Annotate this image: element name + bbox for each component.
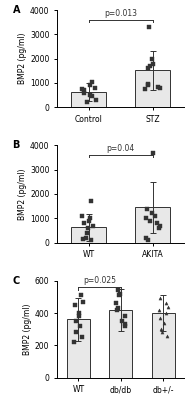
Point <box>82 236 85 242</box>
Y-axis label: BMP2 (pg/ml): BMP2 (pg/ml) <box>23 304 32 355</box>
Point <box>145 205 148 212</box>
Point <box>144 86 147 92</box>
Text: C: C <box>13 276 20 286</box>
Point <box>156 84 159 90</box>
Point <box>83 220 86 226</box>
Point <box>82 90 85 96</box>
Point <box>92 222 95 229</box>
Point <box>118 290 121 297</box>
Point <box>89 215 92 222</box>
Point <box>158 85 161 91</box>
Bar <box>135 207 170 242</box>
Point <box>158 222 161 229</box>
Point <box>81 86 84 92</box>
Point <box>150 56 153 62</box>
Point <box>158 315 161 321</box>
Bar <box>109 310 132 378</box>
Y-axis label: BMP2 (pg/ml): BMP2 (pg/ml) <box>18 168 27 220</box>
Bar <box>71 228 106 242</box>
Point <box>93 85 96 91</box>
Point <box>94 97 97 103</box>
Point <box>151 60 154 67</box>
Point <box>145 215 148 222</box>
Text: p=0.025: p=0.025 <box>83 276 116 285</box>
Point <box>82 298 85 305</box>
Point <box>148 218 151 224</box>
Point <box>146 237 149 243</box>
Point <box>159 295 162 302</box>
Text: p=0.013: p=0.013 <box>104 9 137 18</box>
Point <box>146 81 149 87</box>
Point <box>89 237 92 243</box>
Bar <box>67 320 90 378</box>
Point <box>115 306 118 313</box>
Point <box>117 287 120 294</box>
Point <box>165 332 168 339</box>
Point <box>159 326 162 332</box>
Point <box>74 329 77 336</box>
Point <box>81 334 84 340</box>
Point <box>91 93 94 100</box>
Point <box>154 213 157 219</box>
Point <box>165 300 168 306</box>
Point <box>156 220 159 226</box>
Bar <box>135 70 170 107</box>
Point <box>84 234 87 241</box>
Point <box>124 323 127 329</box>
Point <box>81 213 84 219</box>
Text: p=0.04: p=0.04 <box>107 144 135 153</box>
Point <box>82 87 85 94</box>
Point <box>89 198 92 204</box>
Point <box>165 310 168 316</box>
Text: B: B <box>13 140 20 150</box>
Y-axis label: BMP2 (pg/ml): BMP2 (pg/ml) <box>18 33 27 84</box>
Point <box>151 150 154 156</box>
Point <box>88 218 91 224</box>
Point <box>75 318 78 324</box>
Point <box>77 310 80 316</box>
Point <box>147 82 150 89</box>
Point <box>87 225 90 231</box>
Point <box>160 329 163 336</box>
Point <box>77 313 80 320</box>
Point <box>91 78 94 85</box>
Point <box>117 292 120 298</box>
Point <box>78 323 82 329</box>
Bar <box>152 313 175 378</box>
Point <box>80 292 83 298</box>
Point <box>148 63 151 69</box>
Point <box>150 210 153 216</box>
Bar <box>71 92 106 107</box>
Point <box>85 230 88 236</box>
Point <box>72 339 75 345</box>
Point <box>144 234 147 241</box>
Point <box>120 318 123 324</box>
Point <box>89 92 92 98</box>
Point <box>167 303 170 310</box>
Point <box>123 321 126 328</box>
Point <box>158 225 161 231</box>
Point <box>74 302 77 308</box>
Point <box>146 65 149 72</box>
Point <box>116 305 119 311</box>
Point <box>124 313 127 320</box>
Text: A: A <box>13 5 20 15</box>
Point <box>86 99 89 106</box>
Point <box>162 320 165 326</box>
Point <box>115 300 118 306</box>
Point <box>148 24 151 30</box>
Point <box>89 82 92 89</box>
Point <box>157 306 160 313</box>
